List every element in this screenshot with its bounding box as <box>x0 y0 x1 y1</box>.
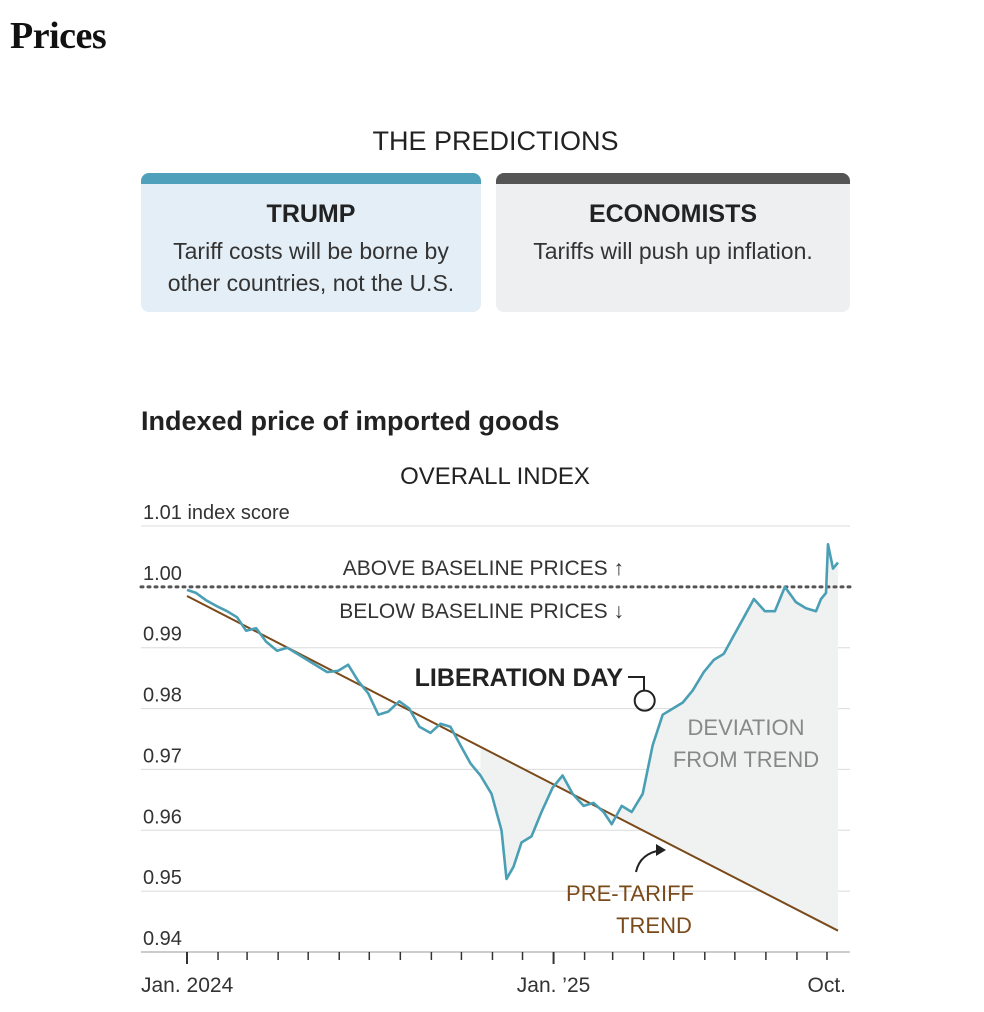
index-series-line <box>186 543 840 881</box>
deviation-label-line1: DEVIATION <box>688 715 805 740</box>
chart-subtitle: OVERALL INDEX <box>400 463 590 490</box>
page-title: Prices <box>10 15 107 57</box>
deviation-label-line2: FROM TREND <box>673 747 819 772</box>
trump-card-title: TRUMP <box>266 200 356 228</box>
trend-label-line2: TREND <box>616 913 692 938</box>
x-tick-label: Jan. 2024 <box>141 974 234 997</box>
chart-title: Indexed price of imported goods <box>141 406 560 436</box>
y-tick-label: 0.99 <box>143 624 182 646</box>
economists-card-text: Tariffs will push up inflation. <box>533 238 813 264</box>
economists-prediction-card: ECONOMISTS Tariffs will push up inflatio… <box>496 173 850 312</box>
above-baseline-label: ABOVE BASELINE PRICES ↑ <box>343 557 624 580</box>
predictions-heading: THE PREDICTIONS <box>372 126 619 156</box>
trump-prediction-card: TRUMP Tariff costs will be borne by othe… <box>141 173 481 312</box>
y-tick-label: 0.94 <box>143 928 182 950</box>
x-tick-label: Jan. ’25 <box>517 974 591 997</box>
trump-card-text: Tariff costs will be borne by other coun… <box>167 238 455 296</box>
y-tick-label: 0.98 <box>143 685 182 707</box>
trend-label-line1: PRE-TARIFF <box>566 881 694 906</box>
below-baseline-label: BELOW BASELINE PRICES ↓ <box>339 600 624 623</box>
liberation-day-label: LIBERATION DAY <box>415 664 624 692</box>
y-tick-label: 0.97 <box>143 745 182 767</box>
y-tick-label: 1.00 <box>143 563 182 585</box>
economists-card-title: ECONOMISTS <box>588 200 758 228</box>
liberation-day-marker <box>633 689 656 712</box>
y-tick-label: 1.01 index score <box>143 502 290 524</box>
y-tick-label: 0.95 <box>143 867 182 889</box>
y-tick-label: 0.96 <box>143 806 182 828</box>
trend-arrow-head <box>656 844 666 856</box>
deviation-area <box>480 544 838 931</box>
x-tick-label: Oct. <box>807 974 846 997</box>
liberation-day-leader <box>628 676 645 691</box>
